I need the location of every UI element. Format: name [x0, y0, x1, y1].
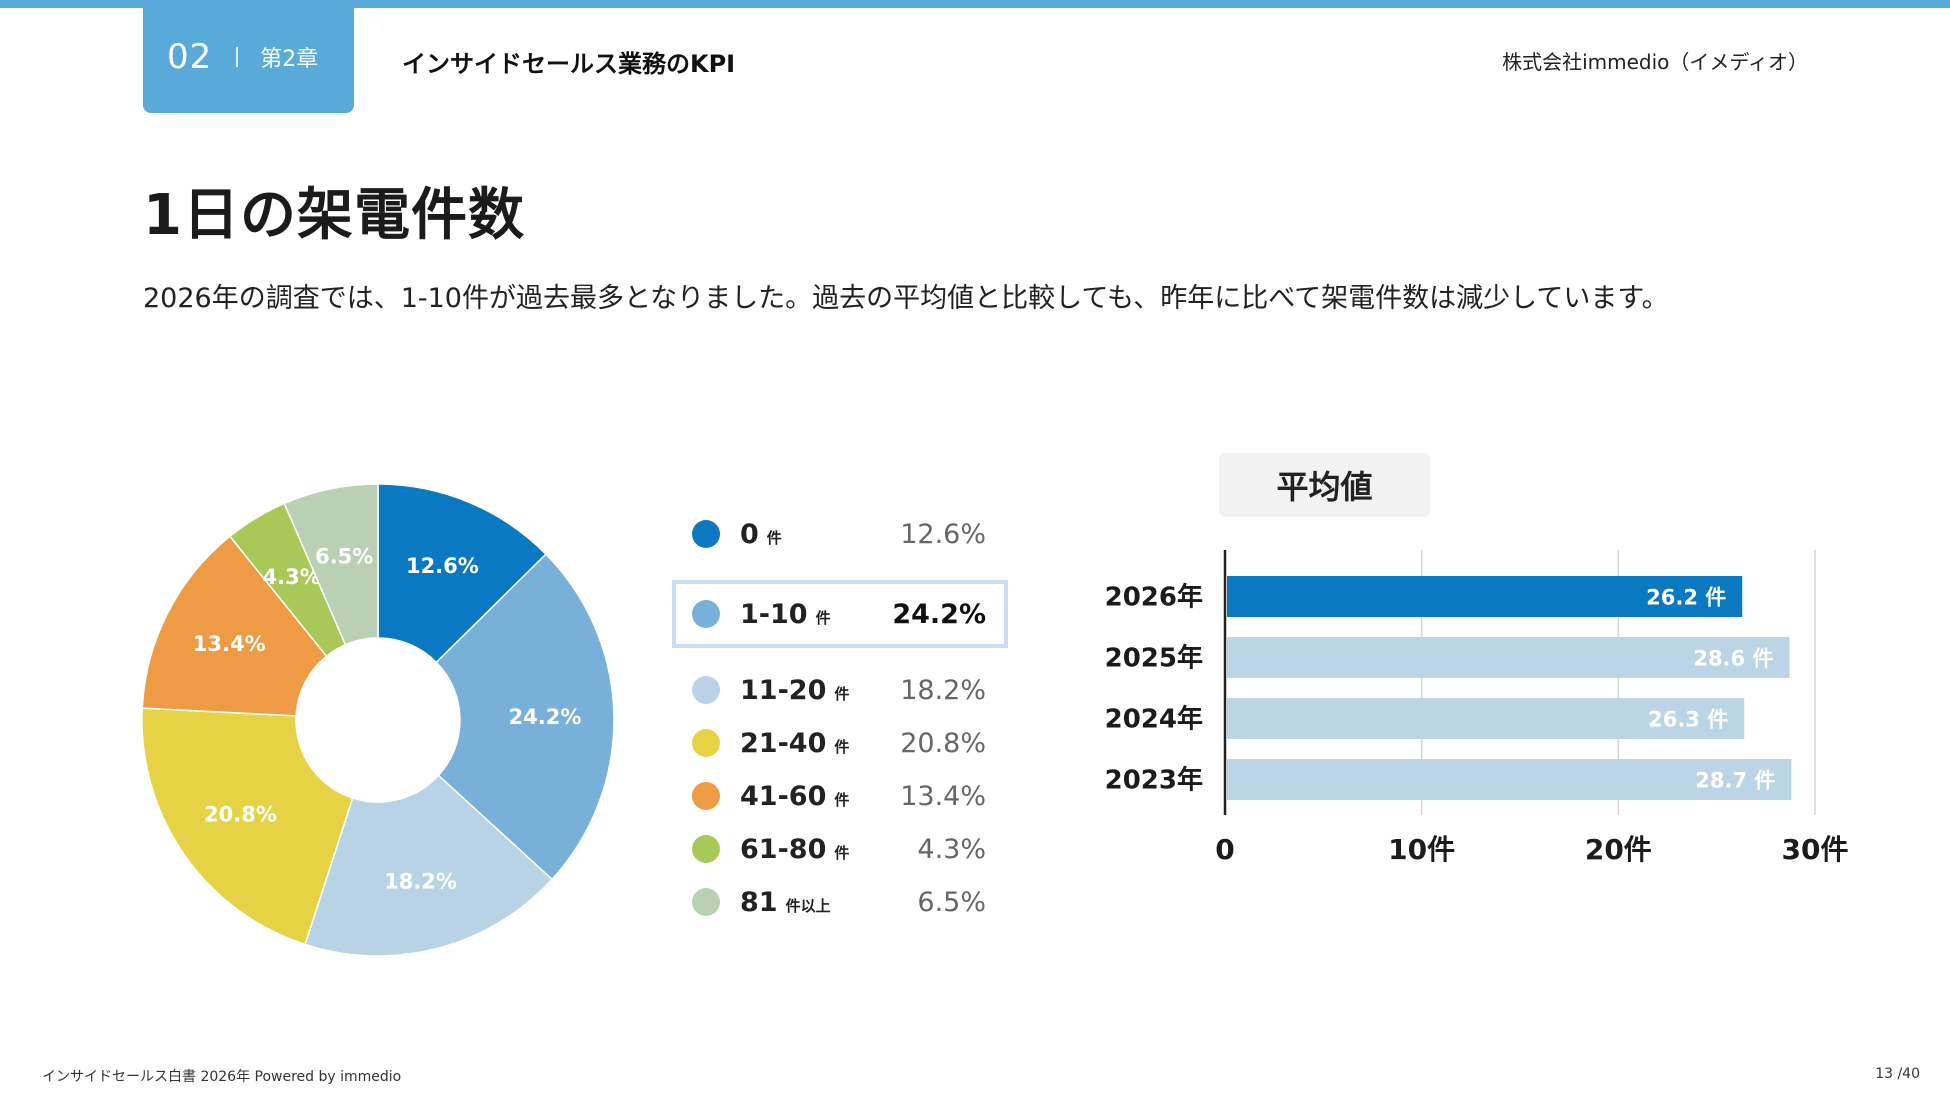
legend-label: 81 件以上 — [740, 887, 831, 918]
average-bar-chart: 0 10件 20件 30件 26.2 件 2026年 28.6 件 2025年 26.3 件 20… — [1080, 540, 1880, 880]
legend-item-0: 0 件 12.6% — [672, 506, 1008, 562]
legend-category: 81 — [740, 886, 778, 918]
pie-slice-81 — [283, 483, 379, 646]
bar-category-label: 2024年 — [1105, 704, 1203, 735]
legend-value: 6.5% — [917, 886, 986, 918]
pie-slice-label: 6.5% — [315, 544, 373, 568]
bar-value-label: 26.3 件 — [1648, 708, 1728, 732]
bar-x-tick-label: 20件 — [1585, 833, 1652, 866]
legend-value: 4.3% — [917, 833, 986, 865]
bar-2025年 — [1227, 637, 1790, 678]
pie-slice-label: 13.4% — [193, 632, 266, 656]
bar-x-tick-label: 0 — [1215, 833, 1234, 866]
bar-2024年 — [1227, 698, 1745, 739]
bar-2026年 — [1227, 576, 1743, 617]
legend-value: 24.2% — [892, 598, 986, 630]
legend-label: 11-20 件 — [740, 675, 849, 706]
legend-swatch — [692, 676, 720, 704]
chapter-separator — [236, 46, 239, 67]
bar-2023年 — [1227, 759, 1792, 800]
pie-slice-41-60 — [141, 535, 328, 717]
legend-category: 0 — [740, 518, 759, 550]
legend-category: 21-40 — [740, 727, 827, 759]
legend-unit: 件 — [834, 737, 850, 756]
legend-swatch — [692, 729, 720, 757]
pie-slice-21-40 — [141, 707, 354, 946]
legend-unit: 件以上 — [785, 896, 831, 915]
legend-label: 41-60 件 — [740, 781, 849, 812]
pie-slice-label: 12.6% — [406, 554, 479, 578]
bar-x-tick-label: 30件 — [1782, 833, 1849, 866]
pie-slice-label: 4.3% — [263, 565, 321, 589]
page-title: 1日の架電件数 — [143, 183, 525, 248]
pie-slice-label: 24.2% — [509, 705, 582, 729]
legend-category: 61-80 — [740, 833, 827, 865]
legend-value: 12.6% — [900, 518, 986, 550]
legend-item-61-80: 61-80 件 4.3% — [672, 821, 1008, 877]
footer-credit: インサイドセールス白書 2026年 Powered by immedio — [42, 1069, 402, 1085]
legend-category: 41-60 — [740, 780, 827, 812]
average-bar-chart-svg: 0 10件 20件 30件 26.2 件 2026年 28.6 件 2025年 26.3 件 20… — [1105, 550, 1849, 866]
chapter-tab: 02 第2章 — [143, 0, 354, 113]
page-number: 13 /40 — [1875, 1066, 1920, 1082]
company-name: 株式会社immedio（イメディオ） — [1502, 50, 1808, 74]
bar-category-label: 2023年 — [1105, 765, 1203, 796]
legend-unit: 件 — [834, 684, 850, 703]
donut-chart-svg: 12.6% 24.2% 18.2% 20.8% 13.4% 4.3%6.5% — [141, 483, 615, 957]
bar-value-label: 28.7 件 — [1695, 769, 1775, 793]
legend-category: 1-10 — [740, 598, 808, 630]
legend-label: 1-10 件 — [740, 599, 831, 630]
top-accent-bar — [0, 0, 1950, 8]
legend-swatch — [692, 782, 720, 810]
pie-slice-label: 18.2% — [384, 869, 457, 893]
legend-unit: 件 — [834, 790, 850, 809]
legend-item-1-10: 1-10 件 24.2% — [672, 580, 1008, 648]
legend-value: 18.2% — [900, 674, 986, 706]
legend-label: 21-40 件 — [740, 728, 849, 759]
bar-category-label: 2026年 — [1105, 582, 1203, 613]
legend-item-11-20: 11-20 件 18.2% — [672, 662, 1008, 718]
bar-value-label: 28.6 件 — [1693, 647, 1773, 671]
section-title: インサイドセールス業務のKPI — [402, 50, 736, 78]
legend-item-41-60: 41-60 件 13.4% — [672, 768, 1008, 824]
legend-unit: 件 — [834, 843, 850, 862]
legend-swatch — [692, 520, 720, 548]
pie-slice-label: 20.8% — [204, 803, 277, 827]
page-description: 2026年の調査では、1-10件が過去最多となりました。過去の平均値と比較しても… — [143, 283, 1669, 314]
chapter-label: 第2章 — [260, 46, 319, 72]
legend-item-81: 81 件以上 6.5% — [672, 874, 1008, 930]
bar-value-label: 26.2 件 — [1646, 586, 1726, 610]
pie-slice-0 — [377, 483, 547, 664]
chapter-number: 02 — [167, 36, 213, 77]
legend-unit: 件 — [766, 528, 782, 547]
legend-category: 11-20 — [740, 674, 827, 706]
bar-x-tick-label: 10件 — [1388, 833, 1455, 866]
donut-chart: 12.6% 24.2% 18.2% 20.8% 13.4% 4.3% 6.5% — [140, 482, 616, 958]
legend-unit: 件 — [815, 608, 831, 627]
legend-swatch — [692, 888, 720, 916]
legend-swatch — [692, 835, 720, 863]
bar-category-label: 2025年 — [1105, 643, 1203, 674]
legend-value: 13.4% — [900, 780, 986, 812]
pie-slice-11-20 — [304, 774, 554, 957]
legend-swatch — [692, 600, 720, 628]
legend-value: 20.8% — [900, 727, 986, 759]
legend-label: 61-80 件 — [740, 834, 849, 865]
pie-slice-1-10 — [435, 553, 615, 881]
average-chart-title: 平均値 — [1219, 453, 1430, 517]
legend-item-21-40: 21-40 件 20.8% — [672, 715, 1008, 771]
